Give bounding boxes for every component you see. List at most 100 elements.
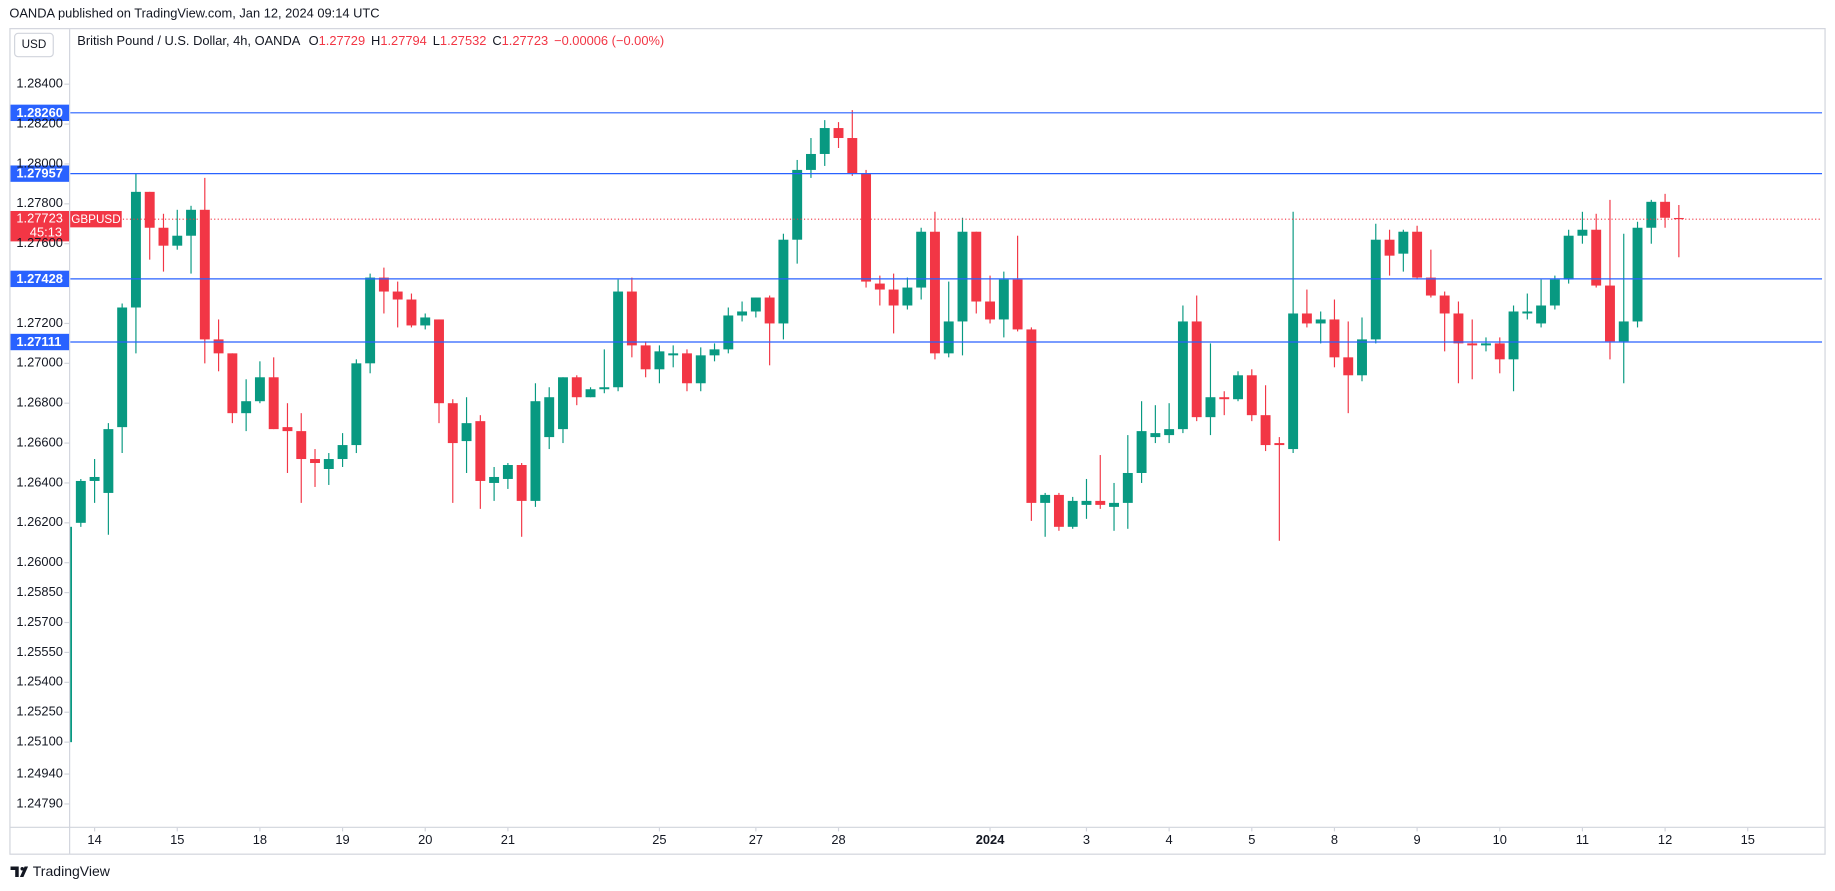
candle-body: [682, 353, 692, 384]
candle-body: [1453, 313, 1464, 344]
candle-body: [861, 173, 872, 282]
candle-body: [1343, 357, 1354, 376]
symbol-label: GBPUSD: [71, 213, 120, 226]
candle-body: [640, 345, 651, 370]
candle-body: [1370, 239, 1381, 340]
ohlc-label: H: [371, 33, 380, 48]
candle-body: [1109, 502, 1119, 507]
candle-body: [1233, 375, 1243, 400]
candle-body: [874, 283, 885, 290]
candle-body: [985, 301, 996, 320]
candle-body: [558, 377, 568, 430]
candle-body: [1508, 311, 1519, 360]
candle-body: [1205, 397, 1216, 418]
candle-body: [1315, 319, 1326, 324]
candle-body: [737, 311, 748, 316]
plot-area: [70, 110, 1823, 743]
candle-body: [544, 397, 555, 438]
candle-body: [434, 319, 444, 404]
candle-body: [1191, 321, 1202, 418]
y-tick-label: 1.25850: [16, 584, 63, 599]
y-tick-label: 1.27000: [16, 355, 63, 370]
ohlc-label: L: [433, 33, 440, 48]
level-label-box: [10, 165, 70, 182]
y-tick-label: 1.28400: [16, 76, 63, 91]
level-label: 1.28260: [16, 105, 63, 120]
ohlc-value: 1.27723: [502, 33, 549, 48]
level-label-box: [10, 270, 70, 288]
candle-body: [144, 191, 155, 228]
candle-body: [241, 401, 252, 414]
candle-body: [764, 297, 775, 324]
candle-body: [1260, 415, 1271, 446]
candle-body: [626, 291, 637, 346]
candle-body: [461, 423, 472, 442]
candle-body: [406, 299, 417, 326]
candle-body: [819, 128, 830, 154]
candle-body: [1136, 431, 1147, 473]
candle-body: [227, 353, 238, 414]
candle-body: [447, 403, 458, 444]
ohlc-value: 1.27729: [319, 33, 366, 48]
x-tick-label: 12: [1658, 832, 1672, 847]
y-tick-label: 1.26200: [16, 514, 63, 529]
candle-body: [792, 169, 803, 240]
candle-body: [1467, 343, 1478, 346]
x-tick-label: 9: [1414, 832, 1421, 847]
candle-body: [1384, 239, 1395, 256]
x-tick-label: 8: [1331, 832, 1338, 847]
level-label: 1.27111: [16, 334, 61, 349]
logo-dot: [20, 867, 24, 871]
y-tick-label: 1.24940: [16, 765, 63, 780]
candle-body: [1563, 235, 1574, 280]
x-tick-label: 20: [418, 832, 432, 847]
candle-body: [1646, 201, 1657, 228]
candle-body: [1177, 321, 1188, 430]
candle-body: [998, 279, 1009, 320]
candle-body: [1591, 229, 1602, 286]
candle-body: [268, 377, 279, 430]
candle-body: [1040, 494, 1051, 503]
candle-body: [1673, 217, 1684, 220]
candle-body: [489, 476, 500, 483]
candle-body: [1577, 229, 1588, 236]
ohlc-value: 1.27532: [440, 33, 487, 48]
candle-body: [654, 351, 665, 370]
last-price-label: 1.27723: [16, 211, 63, 226]
candle-body: [254, 377, 265, 402]
candle-body: [282, 427, 293, 432]
y-tick-label: 1.27600: [16, 235, 63, 250]
y-tick-label: 1.26800: [16, 395, 63, 410]
candle-body: [888, 289, 899, 306]
candle-body: [668, 353, 679, 356]
candle-body: [723, 315, 734, 350]
y-tick-label: 1.24790: [16, 795, 63, 810]
candle-body: [750, 297, 761, 312]
last-price-box: [10, 210, 70, 242]
y-tick-label: 1.25550: [16, 644, 63, 659]
candle-body: [130, 191, 141, 308]
frame: [9, 28, 1826, 855]
candle-body: [172, 235, 183, 246]
y-tick-label: 1.26600: [16, 434, 63, 449]
candle-body: [103, 429, 114, 493]
candle-body: [530, 401, 541, 501]
candle-body: [1494, 343, 1505, 360]
candle-body: [75, 480, 86, 523]
candle-body: [902, 287, 913, 306]
candle-body: [1522, 311, 1533, 314]
x-tick-label: 3: [1083, 832, 1090, 847]
x-tick-label: 14: [87, 832, 101, 847]
candle-body: [186, 209, 196, 236]
candle-body: [585, 389, 596, 398]
candle-body: [1067, 500, 1078, 527]
x-tick-label: 5: [1248, 832, 1255, 847]
candle-body: [1329, 319, 1340, 358]
x-tick-label: 18: [253, 832, 267, 847]
candle-body: [957, 231, 968, 322]
candle-body: [778, 239, 789, 324]
candle-body: [571, 377, 582, 398]
currency-button[interactable]: [14, 32, 54, 58]
currency[interactable]: USD: [22, 38, 47, 51]
